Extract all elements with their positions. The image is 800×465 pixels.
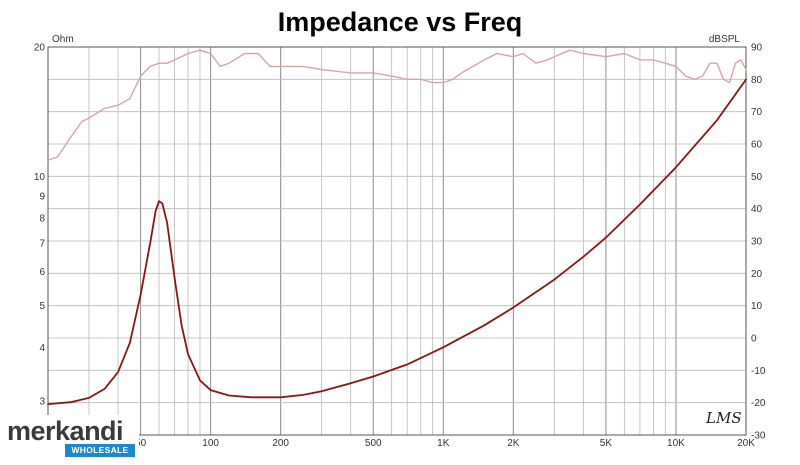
chart-title: Impedance vs Freq bbox=[278, 7, 523, 37]
left-tick-label: 3 bbox=[39, 396, 45, 407]
x-tick-label: 5K bbox=[600, 438, 613, 449]
x-tick-label: 1K bbox=[437, 438, 450, 449]
right-tick-label: -20 bbox=[751, 398, 766, 409]
tick-labels: 50 100 200 500 1K 2K 5K 10K 20K34567891020-30-20… bbox=[34, 43, 766, 450]
right-tick-label: 40 bbox=[751, 204, 763, 215]
right-tick-label: 10 bbox=[751, 301, 763, 312]
right-tick-label: 20 bbox=[751, 269, 763, 280]
left-axis-unit: Ohm bbox=[52, 34, 74, 45]
plot-grid bbox=[48, 47, 746, 435]
right-tick-label: -30 bbox=[751, 431, 766, 442]
x-tick-label: 200 bbox=[272, 438, 289, 449]
left-tick-label: 10 bbox=[34, 172, 46, 183]
series-layer bbox=[47, 49, 747, 405]
x-tick-label: 10K bbox=[667, 438, 685, 449]
right-tick-label: -10 bbox=[751, 366, 766, 377]
x-tick-label: 500 bbox=[365, 438, 382, 449]
x-tick-label: 100 bbox=[202, 438, 219, 449]
impedance-curve bbox=[47, 78, 747, 405]
logo-brand: merkandi bbox=[7, 416, 124, 446]
right-tick-label: 70 bbox=[751, 107, 763, 118]
right-tick-label: 90 bbox=[751, 43, 763, 54]
left-tick-label: 7 bbox=[39, 238, 45, 249]
logo-tag: WHOLESALE bbox=[65, 444, 135, 457]
lms-annotation: LMS bbox=[705, 409, 742, 427]
x-tick-label: 20K bbox=[737, 438, 755, 449]
left-tick-label: 20 bbox=[34, 43, 46, 54]
right-tick-label: 50 bbox=[751, 172, 763, 183]
plot-frame bbox=[47, 46, 747, 436]
spl-curve bbox=[47, 49, 747, 161]
left-tick-label: 8 bbox=[39, 213, 45, 224]
right-tick-label: 0 bbox=[751, 334, 757, 345]
x-tick-label: 50 bbox=[135, 438, 147, 449]
merkandi-logo: merkandi WHOLESALE bbox=[3, 415, 139, 461]
right-tick-label: 80 bbox=[751, 75, 763, 86]
x-tick-label: 2K bbox=[507, 438, 520, 449]
left-tick-label: 4 bbox=[39, 343, 45, 354]
left-tick-label: 5 bbox=[39, 301, 45, 312]
right-tick-label: 60 bbox=[751, 140, 763, 151]
right-axis-unit: dBSPL bbox=[709, 34, 741, 45]
left-tick-label: 6 bbox=[39, 267, 45, 278]
right-tick-label: 30 bbox=[751, 237, 763, 248]
left-tick-label: 9 bbox=[39, 191, 45, 202]
